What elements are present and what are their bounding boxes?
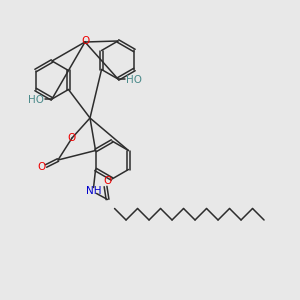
- Text: O: O: [67, 133, 75, 143]
- Text: NH: NH: [86, 187, 101, 196]
- Text: HO: HO: [28, 95, 44, 105]
- Text: O: O: [103, 176, 112, 187]
- Text: O: O: [81, 36, 89, 46]
- Text: O: O: [37, 162, 45, 172]
- Text: HO: HO: [126, 75, 142, 85]
